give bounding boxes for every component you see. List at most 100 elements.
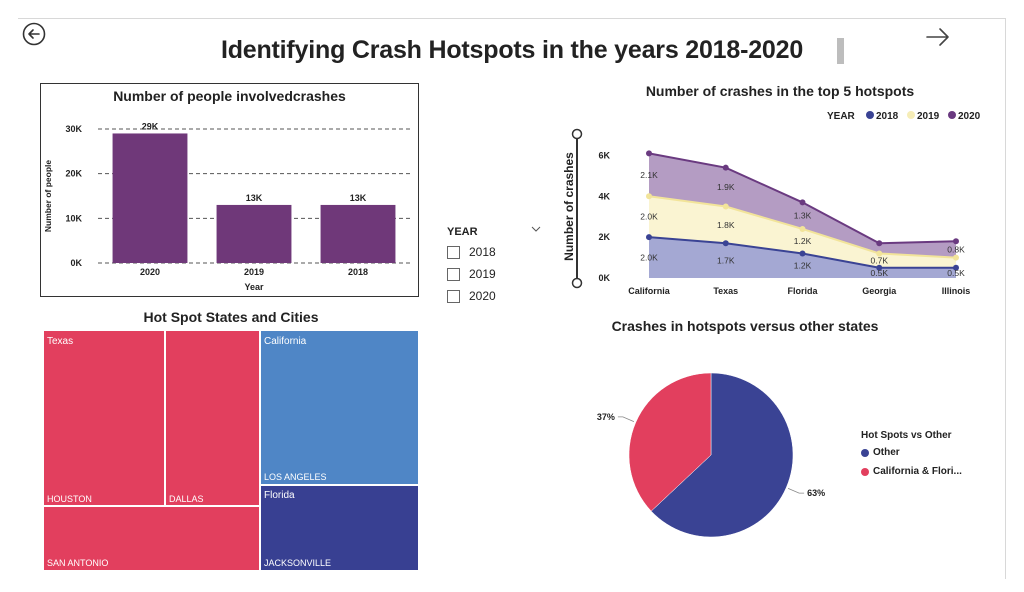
legend-dot (861, 467, 869, 476)
data-label: 2.1K (640, 170, 658, 180)
title-scroll-indicator (837, 38, 844, 64)
legend-title: YEAR (827, 111, 856, 122)
treemap-city-label: HOUSTON (47, 494, 92, 504)
treemap-group-label: Florida (264, 490, 295, 501)
data-label: 0.5K (947, 268, 965, 278)
point-2020 (722, 164, 729, 171)
legend-dot (861, 448, 869, 457)
treemap: Texas HOUSTON DALLAS SAN ANTONIO Califor… (43, 330, 419, 571)
data-label: 1.9K (717, 182, 735, 192)
back-arrow-icon[interactable] (22, 22, 46, 46)
share-pie-chart: 63% 37% (597, 372, 825, 538)
point-2018 (646, 234, 652, 241)
data-label: 1.2K (794, 236, 812, 246)
pie-leader-line (617, 416, 635, 423)
treemap-cell-jacksonville[interactable] (260, 485, 419, 571)
point-2019 (646, 193, 652, 200)
slicer-option-2019[interactable]: 2019 (447, 265, 496, 283)
point-2018 (876, 264, 883, 271)
data-label: 1.8K (717, 220, 735, 230)
x-tick-label: Texas (713, 286, 738, 296)
treemap-group-label: Texas (47, 336, 74, 347)
area-2020 (649, 153, 956, 258)
y-axis-label: Number of people (43, 160, 53, 233)
treemap-cell-dallas[interactable] (165, 330, 260, 506)
y-tick-label: 30K (65, 124, 82, 134)
bar-2018 (320, 204, 396, 263)
y-tick-label: 10K (65, 213, 82, 223)
x-axis-label: Year (244, 282, 264, 292)
treemap-city-label: JACKSONVILLE (264, 558, 332, 568)
data-label: 0.7K (871, 256, 889, 266)
point-2020 (799, 199, 806, 206)
checkbox[interactable] (447, 267, 460, 281)
data-label: 2.0K (640, 212, 658, 222)
point-2020 (646, 150, 652, 157)
treemap-city-label: SAN ANTONIO (47, 558, 109, 568)
people-bar-chart: 0K 10K 20K 30K 29K 2020 13K 2019 13K 2018 Year Numb… (43, 121, 410, 292)
y-tick-label: 0K (70, 258, 82, 268)
point-2019 (799, 225, 806, 232)
x-tick-label: 2018 (348, 267, 368, 277)
bar-2020 (112, 133, 188, 263)
data-label: 1.2K (794, 261, 812, 271)
hotspots-area-chart: YEAR 2018 2019 2020 0K 2K 4K 6K Number of crashe… (562, 111, 981, 296)
pie-data-label: 63% (807, 488, 825, 498)
data-label: 1.3K (794, 211, 812, 221)
pie-legend-item-hotspots[interactable]: California & Flori... (861, 466, 962, 477)
data-label: 0.8K (947, 244, 965, 254)
legend-label: California & Flori... (873, 466, 962, 477)
x-tick-label: Illinois (942, 286, 971, 296)
bar-data-label: 13K (350, 193, 367, 203)
area-2019 (649, 196, 956, 268)
legend-label: 2018 (876, 111, 899, 122)
point-2020 (876, 240, 883, 247)
slicer-option-label: 2018 (469, 245, 496, 259)
treemap-title: Hot Spot States and Cities (143, 309, 319, 325)
area-2018 (649, 237, 956, 278)
share-chart-title: Crashes in hotspots versus other states (611, 318, 879, 334)
y-axis-label: Number of crashes (562, 152, 576, 261)
legend-label: Other (873, 447, 900, 458)
slider-handle-top (571, 128, 583, 140)
pie-legend-item-other[interactable]: Other (861, 447, 900, 458)
point-2019 (953, 254, 959, 261)
legend-label: 2020 (958, 111, 981, 122)
data-label: 0.5K (871, 268, 889, 278)
point-2020 (953, 238, 959, 245)
pie-leader-line (787, 487, 805, 494)
slicer-option-2018[interactable]: 2018 (447, 243, 496, 261)
checkbox[interactable] (447, 245, 460, 259)
slider-handle-bottom (571, 277, 583, 289)
report-canvas (18, 18, 1006, 579)
forward-arrow-icon[interactable] (925, 24, 951, 50)
point-2018 (799, 250, 806, 257)
slicer-option-label: 2019 (469, 267, 496, 281)
treemap-cell-houston[interactable] (43, 330, 165, 506)
page-title: Identifying Crash Hotspots in the years … (220, 36, 804, 64)
treemap-group-label: California (264, 336, 307, 347)
slicer-option-label: 2020 (469, 289, 496, 303)
x-tick-label: California (628, 286, 671, 296)
slicer-option-2020[interactable]: 2020 (447, 287, 496, 305)
point-2019 (722, 203, 729, 210)
point-2019 (876, 250, 883, 257)
people-chart-title: Number of people involvedcrashes (113, 88, 346, 104)
data-label: 1.7K (717, 256, 735, 266)
checkbox[interactable] (447, 289, 460, 303)
treemap-cell-los-angeles[interactable] (260, 330, 419, 485)
bar-2019 (216, 204, 292, 263)
bar-data-label: 29K (142, 121, 159, 131)
treemap-city-label: LOS ANGELES (264, 472, 327, 482)
y-tick-label: 20K (65, 169, 82, 179)
hotspots-chart-title: Number of crashes in the top 5 hotspots (645, 83, 915, 99)
point-2018 (722, 240, 729, 247)
treemap-cell-san-antonio[interactable] (43, 506, 260, 571)
data-label: 2.0K (640, 253, 658, 263)
legend-dot (866, 111, 874, 119)
y-tick-label: 0K (598, 273, 610, 283)
chevron-down-icon[interactable] (531, 224, 541, 234)
y-tick-label: 6K (598, 150, 610, 160)
bar-data-label: 13K (246, 193, 263, 203)
pie-data-label: 37% (597, 412, 615, 422)
